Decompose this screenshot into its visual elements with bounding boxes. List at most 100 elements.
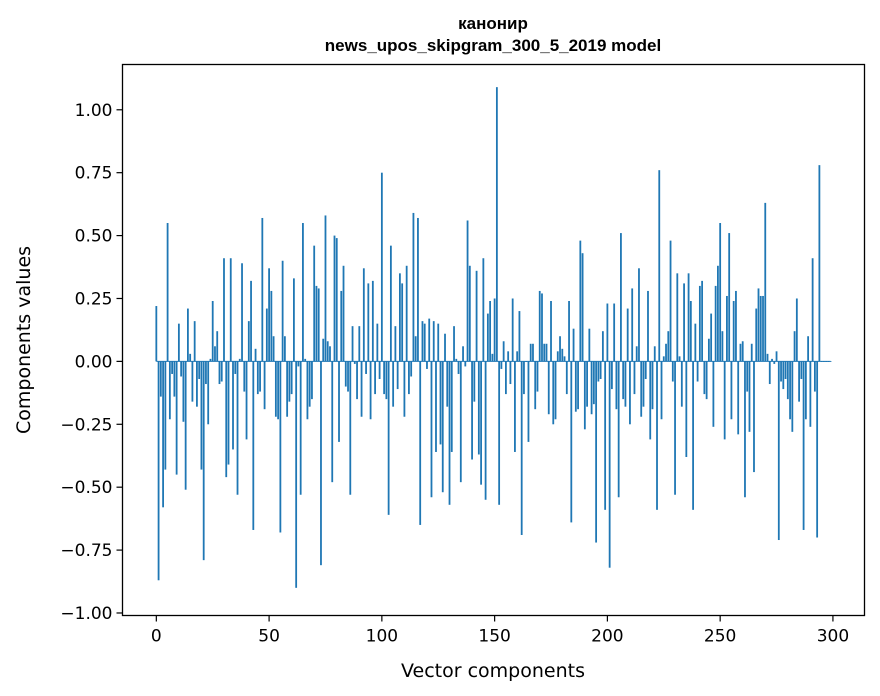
- bar: [606, 303, 609, 362]
- bar: [333, 235, 336, 362]
- bar: [811, 258, 814, 362]
- bar: [405, 265, 408, 362]
- bar: [574, 361, 577, 412]
- bar: [207, 361, 210, 425]
- bar: [256, 361, 259, 395]
- bar: [665, 343, 667, 362]
- bar: [473, 361, 476, 402]
- bar: [762, 295, 764, 362]
- bar: [802, 361, 805, 530]
- chart-title: канонир: [458, 14, 528, 33]
- bar: [324, 215, 327, 362]
- bar: [193, 321, 196, 362]
- bar: [338, 361, 340, 442]
- bar: [572, 328, 575, 362]
- bar: [378, 361, 381, 379]
- y-axis-ticks: −1.00 −0.75 −0.50 −0.25 0.00 0.25 0.50 0.75 1.00: [60, 101, 123, 624]
- bar: [423, 323, 426, 362]
- bar: [710, 313, 713, 362]
- bar: [238, 358, 241, 362]
- bar: [773, 361, 776, 364]
- bar: [385, 361, 388, 400]
- bar: [229, 258, 232, 362]
- bar: [547, 361, 550, 415]
- bar: [766, 353, 769, 362]
- bar: [408, 361, 410, 395]
- bar: [538, 290, 541, 362]
- bar: [367, 283, 370, 362]
- y-tick-label: 0.25: [75, 289, 113, 309]
- bar: [500, 361, 503, 369]
- bar: [464, 361, 467, 367]
- bar: [432, 321, 435, 362]
- bar: [166, 223, 169, 362]
- bar: [209, 358, 212, 362]
- bar: [633, 361, 636, 395]
- bar: [757, 288, 760, 362]
- bar: [595, 361, 598, 543]
- bar: [611, 361, 613, 390]
- bar: [286, 361, 289, 417]
- chart-subtitle: news_upos_skipgram_300_5_2019 model: [325, 36, 661, 55]
- bar: [705, 361, 708, 400]
- bar: [274, 361, 277, 417]
- bar: [804, 361, 807, 420]
- bar: [453, 326, 455, 362]
- bar: [789, 361, 791, 420]
- bar: [741, 341, 744, 362]
- bar: [620, 233, 622, 362]
- x-tick-label: 250: [704, 627, 736, 647]
- bar: [261, 217, 264, 362]
- bar: [753, 361, 755, 473]
- bar: [313, 245, 316, 362]
- y-tick-label: 1.00: [75, 101, 113, 121]
- bar: [726, 295, 728, 362]
- bar: [180, 361, 183, 377]
- bar: [676, 273, 679, 362]
- bar: [216, 331, 219, 362]
- bar: [340, 290, 343, 362]
- bar: [347, 361, 349, 392]
- bar: [784, 361, 787, 379]
- bar: [577, 361, 579, 410]
- bar: [541, 293, 543, 362]
- bar: [302, 223, 304, 362]
- bar: [732, 301, 735, 362]
- bar: [667, 331, 670, 362]
- bar: [692, 361, 694, 510]
- bar: [520, 361, 523, 535]
- bar: [184, 361, 187, 490]
- bar: [245, 361, 248, 440]
- bar: [360, 361, 363, 417]
- bar: [651, 361, 654, 410]
- bar: [660, 361, 663, 420]
- bar: [635, 346, 638, 362]
- bar: [380, 172, 383, 362]
- bar: [739, 343, 742, 362]
- bar: [728, 233, 731, 362]
- bar: [689, 301, 692, 362]
- bar: [392, 361, 395, 407]
- bar: [412, 212, 415, 362]
- bar: [450, 361, 453, 452]
- x-tick-label: 300: [817, 627, 849, 647]
- bar: [177, 323, 180, 362]
- bar: [601, 331, 604, 362]
- bar: [780, 361, 782, 382]
- bar: [426, 361, 428, 369]
- bar: [737, 361, 740, 435]
- bar: [175, 361, 178, 475]
- bar: [532, 343, 534, 362]
- bar: [493, 298, 496, 362]
- bar: [798, 361, 800, 402]
- bar: [371, 280, 374, 362]
- bar: [782, 361, 785, 390]
- bar: [349, 361, 352, 495]
- bar: [351, 326, 354, 362]
- bar: [369, 361, 372, 420]
- bar: [462, 346, 464, 362]
- bar: [320, 361, 322, 566]
- bar: [662, 356, 665, 362]
- bar: [698, 285, 701, 362]
